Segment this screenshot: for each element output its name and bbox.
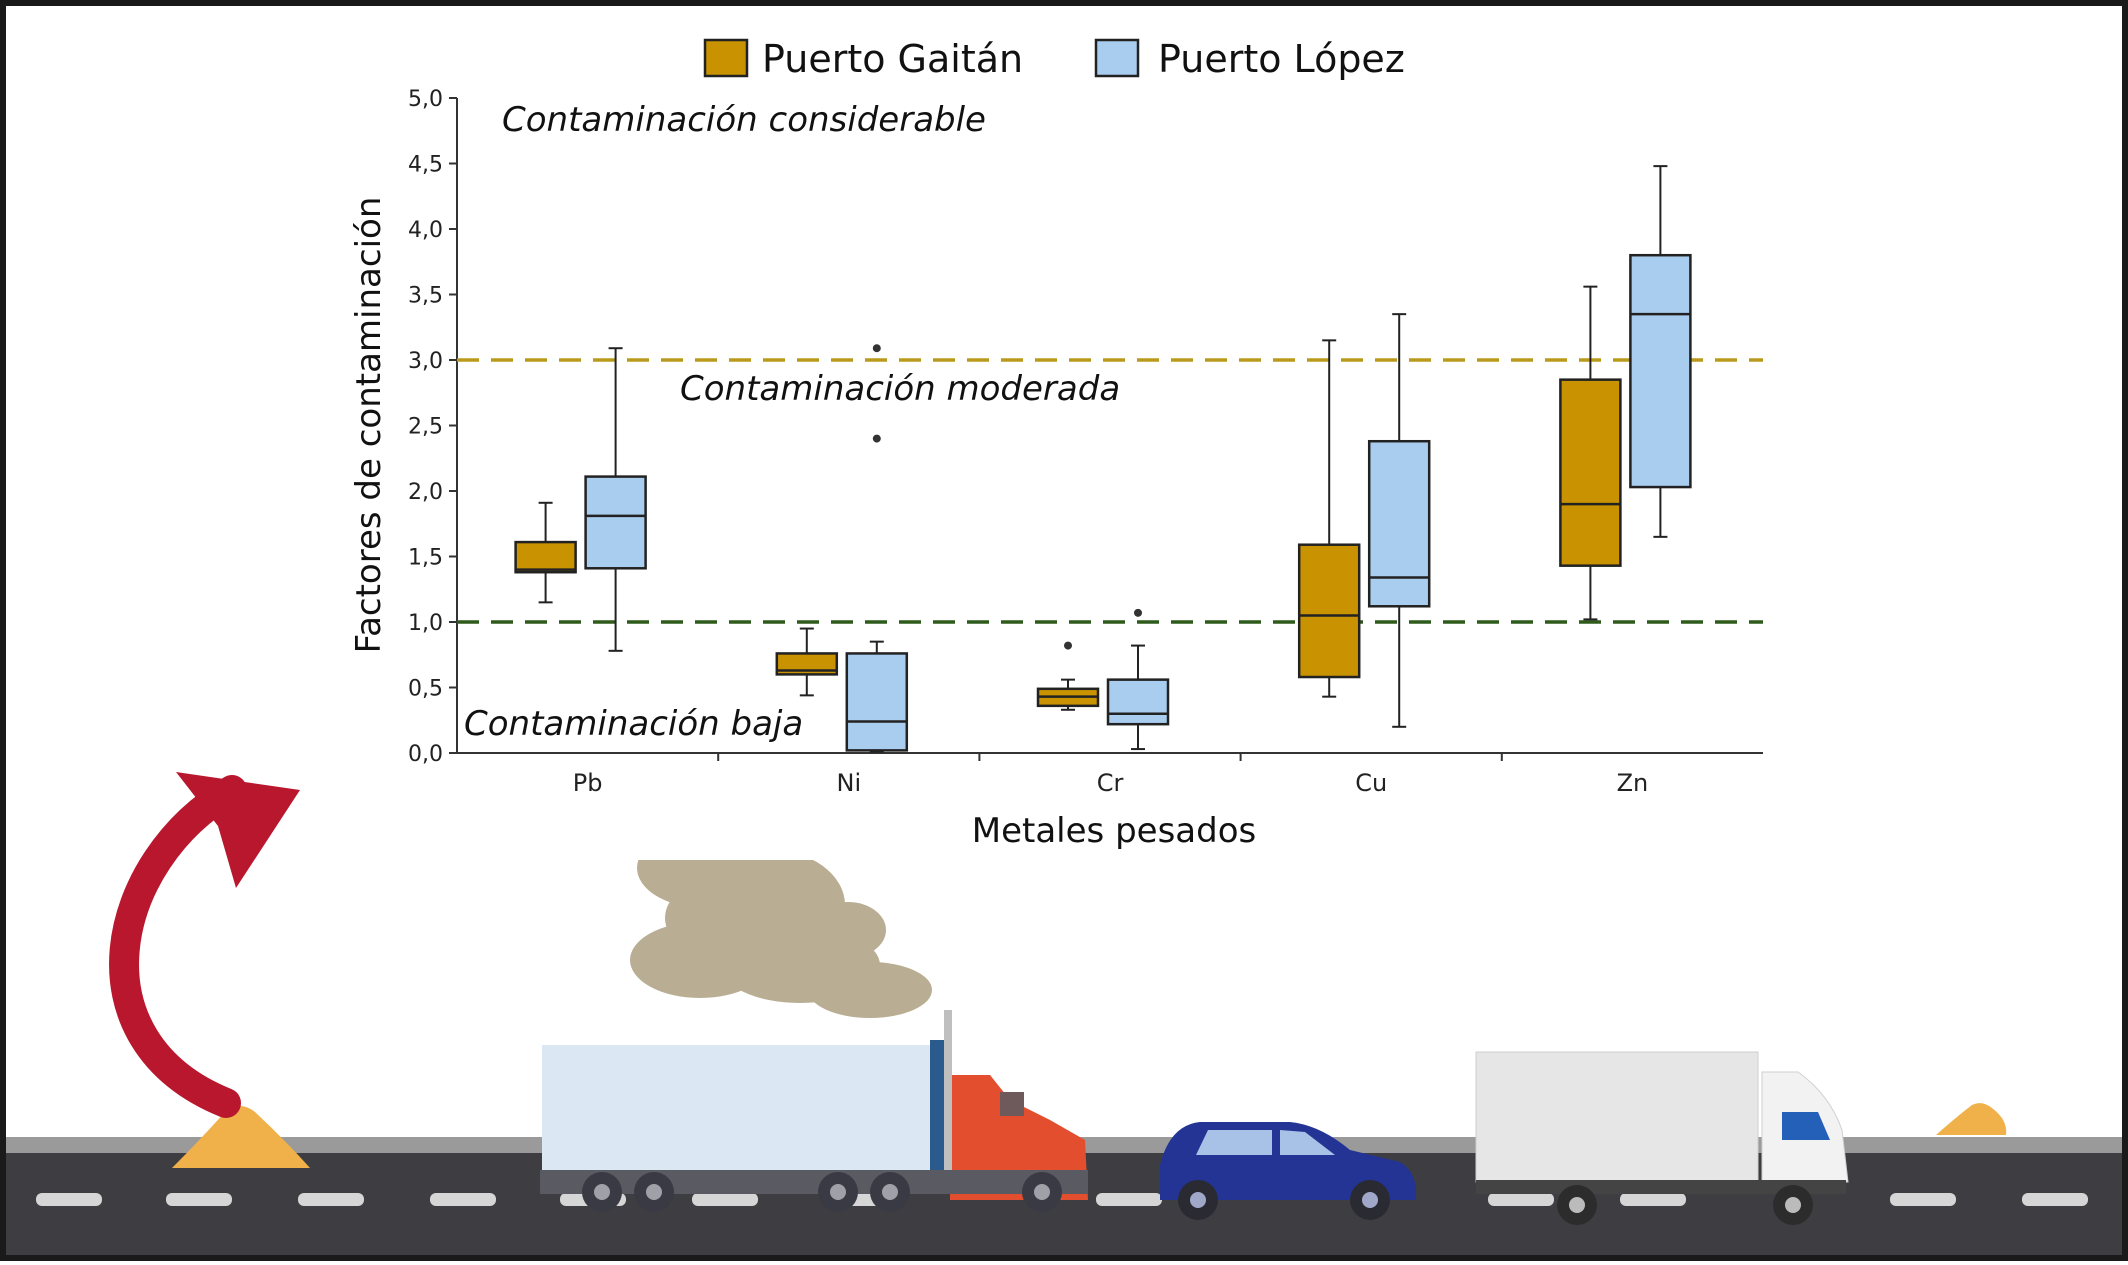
box-cu-puerto-lopez — [1367, 313, 1431, 728]
car-icon — [1160, 1122, 1417, 1220]
box-pb-puerto-gaitan — [514, 501, 577, 604]
road-scene-illustration — [6, 772, 2122, 1255]
annotation-baja: Contaminación baja — [464, 704, 803, 744]
chart-panel — [346, 8, 1780, 860]
x-tick-label: Cu — [1355, 769, 1387, 797]
red-arrow-head-icon — [176, 772, 300, 888]
box-cr-puerto-lopez — [1106, 608, 1170, 751]
x-axis-label: Metales pesados — [972, 811, 1256, 851]
box-iqr — [584, 475, 647, 570]
x-tick-label: Pb — [573, 769, 603, 797]
box-iqr — [1629, 253, 1692, 489]
outlier-point — [872, 434, 881, 443]
box-ni-puerto-gaitan — [775, 627, 839, 697]
y-tick-label: 4,0 — [408, 218, 443, 243]
box-iqr — [1297, 543, 1361, 679]
plot-area: 0,0 0,5 1,0 1,5 2,0 2,5 3,0 3,5 4,0 4,5 5,0 Pb Ni Cr… — [408, 87, 1763, 797]
box-iqr — [775, 652, 839, 676]
x-tick-label: Zn — [1617, 769, 1649, 797]
box-zn-puerto-gaitan — [1559, 285, 1622, 621]
dust-pile-right — [1936, 1103, 2007, 1135]
annotation-moderada: Contaminación moderada — [680, 369, 1120, 409]
box-truck-icon — [1475, 1051, 1849, 1225]
legend: Puerto Gaitán Puerto López — [703, 37, 1405, 81]
y-tick-label: 2,0 — [408, 480, 443, 505]
box-iqr — [1559, 378, 1622, 567]
y-tick-label: 4,5 — [408, 153, 443, 178]
lane-markings — [36, 1193, 2088, 1206]
smoke-cloud-icon — [630, 828, 932, 1018]
box-iqr — [1367, 439, 1431, 608]
box-iqr — [1106, 678, 1170, 726]
boxes — [514, 165, 1692, 753]
box-iqr — [514, 540, 577, 574]
y-tick-label: 3,0 — [408, 349, 443, 374]
box-pb-puerto-lopez — [584, 347, 647, 652]
red-arrow-icon — [109, 775, 247, 1118]
y-tick-label: 1,0 — [408, 611, 443, 636]
semi-truck-icon — [540, 1010, 1088, 1212]
outlier-point — [1134, 608, 1142, 617]
y-axis-label: Factores de contaminación — [349, 197, 389, 654]
box-iqr — [845, 652, 909, 752]
x-tick-label: Cr — [1097, 769, 1124, 797]
legend-label-puerto-gaitan: Puerto Gaitán — [762, 37, 1023, 81]
box-cr-puerto-gaitan — [1036, 641, 1100, 711]
y-tick-label: 0,0 — [408, 742, 443, 767]
box-zn-puerto-lopez — [1629, 165, 1692, 538]
legend-swatch-puerto-lopez — [1094, 38, 1140, 78]
y-tick-label: 1,5 — [408, 546, 443, 571]
outlier-point — [1064, 641, 1072, 650]
y-ticks: 0,0 0,5 1,0 1,5 2,0 2,5 3,0 3,5 4,0 4,5 5,0 — [408, 87, 457, 767]
y-tick-label: 5,0 — [408, 87, 443, 112]
dust-pile-left — [172, 1106, 310, 1168]
annotation-considerable: Contaminación considerable — [502, 100, 986, 140]
y-tick-label: 2,5 — [408, 415, 443, 440]
y-tick-label: 0,5 — [408, 677, 443, 702]
box-cu-puerto-gaitan — [1297, 339, 1361, 698]
reference-lines — [457, 358, 1763, 624]
box-ni-puerto-lopez — [845, 344, 909, 753]
x-tick-label: Ni — [836, 769, 861, 797]
x-ticks: Pb Ni Cr Cu Zn — [573, 753, 1648, 797]
y-tick-label: 3,5 — [408, 284, 443, 309]
outlier-point — [872, 344, 881, 353]
legend-swatch-puerto-gaitan — [703, 38, 749, 78]
legend-label-puerto-lopez: Puerto López — [1158, 37, 1405, 81]
